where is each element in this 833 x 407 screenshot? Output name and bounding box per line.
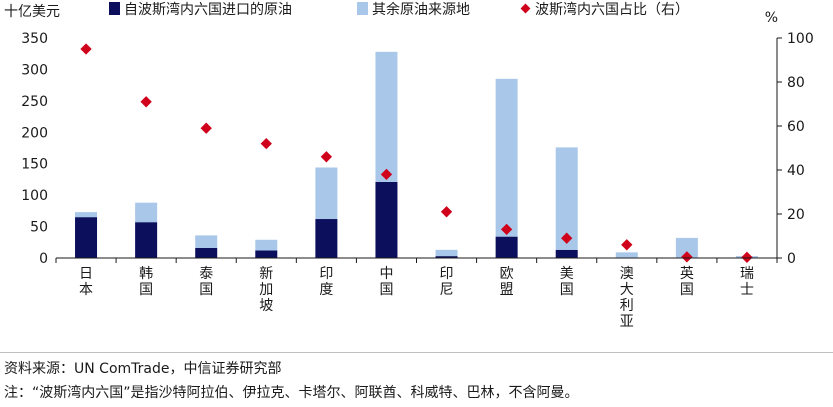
bar-other-3	[255, 239, 278, 251]
left-tick-label: 200	[21, 125, 48, 141]
category-label-10: 英国	[680, 265, 694, 298]
category-label-6: 印尼	[440, 266, 454, 298]
share-point-0	[80, 43, 92, 55]
legend-label-gulf: 自波斯湾内六国进口的原油	[124, 1, 292, 18]
right-tick-label: 40	[787, 163, 805, 179]
share-point-11	[741, 251, 753, 263]
share-point-10	[681, 251, 693, 263]
bar-gulf-0	[75, 217, 98, 258]
left-tick-label: 300	[21, 62, 48, 78]
bar-gulf-5	[375, 181, 398, 258]
bar-other-2	[195, 235, 218, 248]
share-point-2	[200, 122, 212, 134]
bar-other-0	[75, 212, 98, 218]
bar-gulf-7	[495, 236, 518, 258]
bar-gulf-3	[255, 250, 278, 258]
right-tick-label: 80	[787, 75, 805, 91]
left-tick-label: 100	[21, 188, 48, 204]
share-point-5	[380, 168, 393, 181]
category-label-9: 澳大利亚	[620, 266, 634, 330]
legend-swatch-other	[357, 2, 368, 15]
right-tick-label: 100	[787, 31, 814, 47]
left-tick-label: 250	[21, 94, 48, 110]
category-label-1: 韩国	[139, 266, 153, 298]
bar-gulf-6	[435, 256, 458, 258]
left-axis-unit: 十亿美元	[4, 4, 60, 20]
category-label-3: 新加坡	[259, 266, 273, 314]
bar-other-5	[375, 51, 398, 182]
bar-other-1	[135, 202, 158, 223]
right-tick-label: 0	[787, 251, 796, 267]
bar-other-7	[495, 78, 518, 237]
left-tick-label: 150	[21, 157, 48, 173]
share-point-3	[260, 137, 272, 150]
left-tick-label: 0	[39, 251, 48, 267]
share-point-1	[140, 96, 152, 108]
legend-swatch-gulf	[109, 2, 120, 15]
left-tick-label: 50	[30, 220, 48, 236]
chart-canvas: 0 50 100 150 200 250 300 350 0 20 40 60 80 100 日本 韩国 泰…	[4, 1, 814, 330]
share-point-9	[621, 239, 633, 251]
category-label-11: 瑞士	[740, 266, 754, 298]
category-label-5: 中国	[379, 266, 393, 298]
legend-swatch-share	[520, 3, 531, 14]
category-label-8: 美国	[560, 266, 574, 298]
bar-gulf-8	[555, 249, 578, 258]
legend-label-other: 其余原油来源地	[372, 1, 470, 18]
right-tick-label: 20	[787, 207, 805, 223]
share-point-6	[440, 206, 453, 218]
category-label-2: 泰国	[199, 266, 213, 298]
share-point-4	[320, 151, 333, 163]
bar-other-8	[555, 147, 578, 250]
bar-other-9	[615, 252, 638, 258]
source-note: 资料来源：UN ComTrade，中信证券研究部	[4, 361, 282, 377]
category-label-7: 欧盟	[500, 266, 514, 298]
bar-other-10	[675, 237, 698, 258]
definition-note: 注：“波斯湾内六国”是指沙特阿拉伯、伊拉克、卡塔尔、阿联酋、科威特、巴林，不含阿…	[4, 385, 579, 401]
share-point-8	[561, 232, 573, 244]
bar-other-6	[435, 249, 458, 257]
bar-gulf-4	[315, 219, 338, 258]
left-tick-label: 350	[21, 31, 48, 47]
bar-gulf-1	[135, 222, 158, 258]
bar-other-4	[315, 167, 338, 220]
footer-divider	[0, 352, 833, 353]
right-axis-unit: %	[765, 10, 778, 26]
share-point-7	[500, 223, 513, 236]
category-label-0: 日本	[79, 266, 93, 298]
legend-label-share: 波斯湾内六国占比（右）	[535, 1, 689, 18]
bar-gulf-2	[195, 247, 218, 258]
right-tick-label: 60	[787, 119, 805, 135]
category-label-4: 印度	[319, 266, 333, 298]
